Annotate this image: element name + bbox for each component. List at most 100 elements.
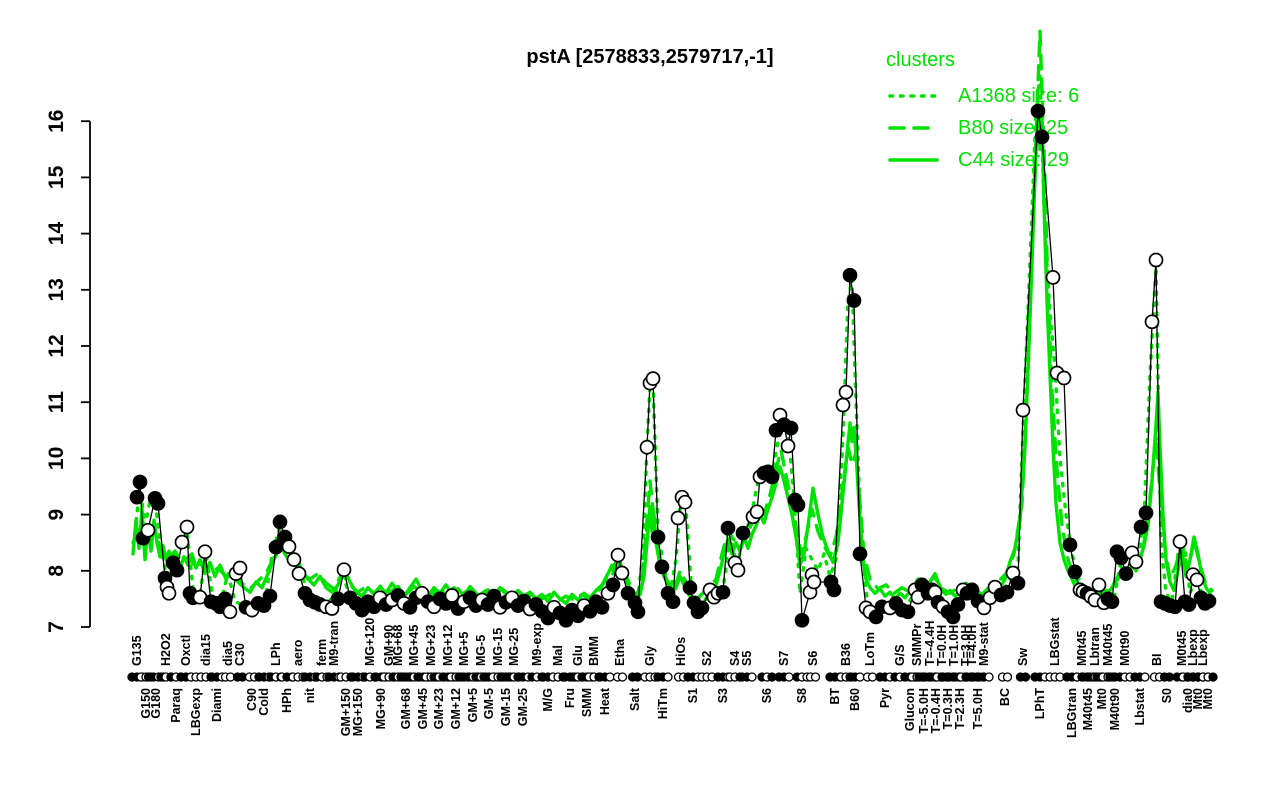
x-label-bottom: HiTm — [656, 688, 670, 719]
x-label-top: G/S — [893, 644, 907, 666]
x-label-top: SMMPr — [910, 624, 924, 667]
x-label-bottom: GM+12 — [449, 688, 463, 729]
x-label-top: Etha — [613, 638, 627, 666]
gene-point — [179, 519, 195, 535]
gene-point — [677, 494, 693, 510]
gene-point — [790, 497, 806, 513]
x-label-bottom: Cold — [257, 688, 271, 716]
x-label-bottom: GM-25 — [516, 688, 530, 726]
x-label-bottom: Diami — [210, 688, 224, 722]
x-label-top: MG+68 — [391, 625, 405, 666]
x-label-top: M9-stat — [977, 621, 991, 666]
x-label-bottom: C90 — [245, 688, 259, 711]
y-tick-label: 8 — [45, 565, 68, 577]
x-label-bottom: T=2.3H — [953, 688, 967, 729]
gene-point — [670, 510, 686, 526]
x-label-bottom: BC — [998, 688, 1012, 706]
gene-point — [150, 496, 166, 511]
gene-point — [222, 604, 238, 620]
gene-point — [197, 544, 213, 560]
y-tick-label: 16 — [45, 110, 68, 133]
x-label-top: S5 — [740, 651, 754, 666]
gene-point — [665, 594, 681, 610]
x-label-top: M0t45 — [1075, 631, 1089, 666]
x-label-top: MG+45 — [407, 625, 421, 666]
x-label-bottom: HPh — [280, 688, 294, 713]
x-label-top: T=-4.4H — [923, 620, 937, 666]
x-label-bottom: G150 — [139, 688, 153, 719]
x-label-top: M9-tran — [327, 621, 341, 666]
gene-point — [291, 566, 307, 581]
gene-point — [272, 514, 288, 530]
gene-point — [1010, 575, 1026, 591]
sample-dot — [867, 672, 878, 682]
x-label-bottom: MG+150 — [351, 688, 365, 736]
gene-point — [1133, 519, 1149, 535]
sample-dot — [663, 672, 673, 682]
y-tick-label: 9 — [45, 509, 68, 521]
sample-dot — [1020, 672, 1031, 682]
gene-point — [1034, 129, 1050, 145]
x-label-bottom: M40t45 — [1081, 688, 1095, 730]
gene-point — [1181, 597, 1197, 612]
y-tick-label: 11 — [45, 391, 68, 414]
x-label-top: S6 — [806, 651, 820, 666]
x-label-top: C30 — [233, 643, 247, 666]
gene-point — [780, 438, 796, 454]
gene-point — [639, 439, 655, 455]
x-label-bottom: S8 — [795, 688, 809, 703]
x-label-top: S2 — [700, 651, 714, 666]
x-label-top: M0t90 — [1118, 631, 1132, 666]
x-label-top: Glu — [571, 645, 585, 666]
x-label-bottom: Mt0 — [1201, 688, 1215, 710]
legend-label-B80: B80 size: 25 — [958, 117, 1068, 139]
x-label-bottom: GM+150 — [339, 688, 353, 736]
gene-point — [330, 591, 346, 607]
x-label-top: T=0.0H — [935, 625, 949, 666]
gene-point — [730, 562, 746, 578]
x-label-bottom: Glucon — [903, 688, 917, 731]
sample-dot — [632, 672, 643, 682]
x-label-top: T=4.0H — [965, 625, 979, 666]
gene-point — [169, 562, 185, 578]
gene-point — [1172, 534, 1188, 549]
gene-point — [1045, 270, 1061, 285]
gene-point — [161, 585, 177, 601]
gene-point — [605, 577, 621, 593]
gene-point — [1118, 566, 1134, 581]
x-label-bottom: Fru — [563, 688, 577, 708]
x-label-bottom: T=0.3H — [941, 688, 955, 729]
x-label-top: MG+120 — [363, 618, 377, 666]
gene-point — [720, 520, 736, 536]
y-tick-label: 14 — [45, 222, 68, 246]
x-label-bottom: GM-5 — [482, 688, 496, 719]
x-label-bottom: S6 — [760, 688, 774, 703]
x-label-top: MG-25 — [507, 628, 521, 666]
gene-point — [999, 584, 1015, 600]
x-label-bottom: BT — [828, 688, 842, 705]
gene-point — [900, 604, 916, 620]
gene-point — [783, 420, 799, 436]
x-label-top: M40t45 — [1101, 624, 1115, 666]
x-label-top: GM+90 — [382, 625, 396, 666]
x-label-top: BMM — [587, 636, 601, 666]
x-label-bottom: LBGtran — [1065, 688, 1079, 738]
x-label-bottom: M/G — [541, 688, 555, 712]
gene-point — [1148, 252, 1164, 268]
x-label-bottom: S0 — [1160, 688, 1174, 703]
gene-point — [286, 552, 302, 567]
y-tick-label: 7 — [45, 621, 68, 633]
gene-point — [594, 599, 610, 615]
legend-title: clusters — [886, 49, 955, 71]
x-label-bottom: Mt0 — [1191, 688, 1205, 710]
x-label-top: M0t45 — [1175, 631, 1189, 666]
gene-point — [715, 584, 731, 600]
x-label-top: MG+12 — [441, 625, 455, 666]
x-label-bottom: Paraq — [169, 688, 183, 723]
x-label-top: LPh — [269, 642, 283, 666]
gene-point — [1138, 505, 1154, 521]
gene-point — [129, 489, 145, 505]
